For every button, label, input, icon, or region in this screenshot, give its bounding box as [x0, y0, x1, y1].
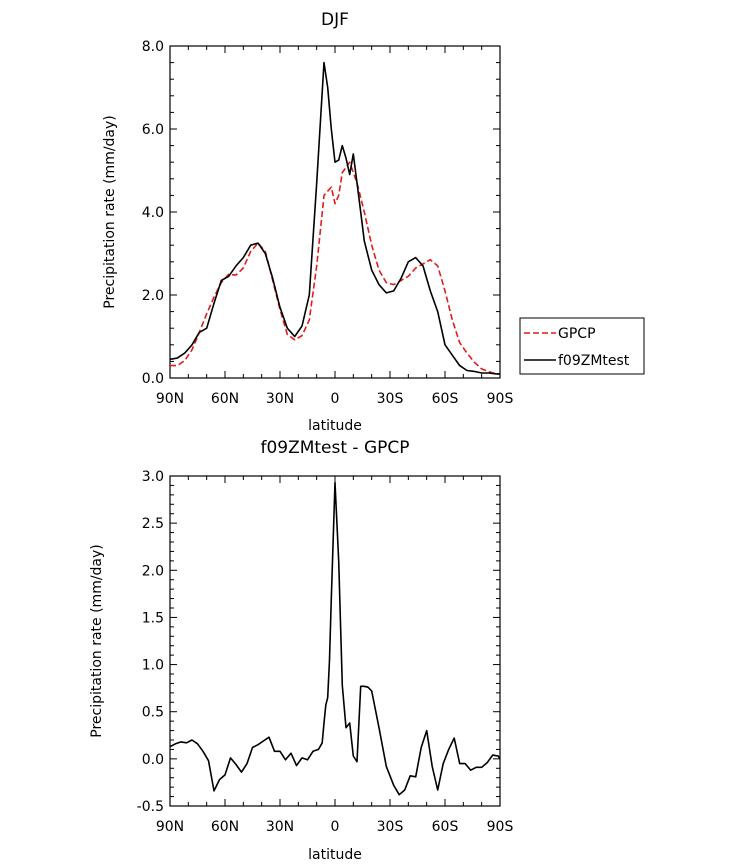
y-tick-label: 2.0: [142, 288, 164, 304]
y-axis-label: Precipitation rate (mm/day): [89, 544, 105, 738]
x-tick-label: 90N: [156, 391, 184, 407]
series-line: [169, 61, 500, 375]
plot-frame: [169, 45, 501, 379]
y-tick-label: 0.0: [142, 371, 164, 387]
legend-label-f09zmtest: f09ZMtest: [558, 353, 630, 369]
x-tick-label: 0: [331, 819, 340, 835]
y-tick-label: 2.0: [142, 563, 164, 579]
axis-ticks: 90N 60N 30N 0 30S 60S 90S 0.0 2.0 4.0 6.0 8.0: [142, 39, 514, 407]
y-tick-label: -0.5: [137, 799, 164, 815]
plot-area-difference: 90N 60N 30N 0 30S 60S 90S -0.5 0.0 0.5 1.0 1.5 2.0 2.…: [137, 469, 514, 835]
y-tick-label: 1.0: [142, 658, 164, 674]
x-tick-label: 90N: [156, 819, 184, 835]
series-line: [170, 161, 500, 375]
y-tick-label: 0.0: [142, 752, 164, 768]
y-tick-label: 1.5: [142, 610, 164, 626]
y-tick-label: 3.0: [142, 469, 164, 485]
x-tick-label: 30S: [377, 391, 404, 407]
panel-difference: f09ZMtest - GPCP 90N 60N 30N 0 30S 60S 90S -0.5…: [89, 438, 513, 863]
series-lines: [169, 481, 501, 796]
x-tick-label: 0: [331, 391, 340, 407]
x-tick-label: 90S: [487, 391, 514, 407]
panel-djf: DJF 90N 60N 30N 0 30S 60S 90S 0.0 2.0 4.0 6.0 8.0 l…: [102, 10, 645, 434]
axis-ticks: 90N 60N 30N 0 30S 60S 90S -0.5 0.0 0.5 1.0 1.5 2.0 2.…: [137, 469, 514, 835]
y-tick-label: 8.0: [142, 39, 164, 55]
x-tick-label: 30S: [377, 819, 404, 835]
y-axis-label: Precipitation rate (mm/day): [102, 115, 118, 309]
x-tick-label: 30N: [266, 819, 294, 835]
y-tick-label: 6.0: [142, 122, 164, 138]
x-tick-label: 60S: [432, 391, 459, 407]
legend: GPCP f09ZMtest: [519, 317, 645, 375]
plot-area-djf: 90N 60N 30N 0 30S 60S 90S 0.0 2.0 4.0 6.0 8.0: [142, 39, 514, 407]
x-tick-label: 60S: [432, 819, 459, 835]
x-axis-label: latitude: [308, 847, 362, 863]
legend-label-gpcp: GPCP: [558, 326, 596, 342]
x-tick-label: 90S: [487, 819, 514, 835]
chart-title: f09ZMtest - GPCP: [260, 438, 409, 458]
chart-title: DJF: [321, 10, 349, 30]
x-tick-label: 60N: [211, 819, 239, 835]
plot-frame: [169, 475, 501, 807]
x-tick-label: 60N: [211, 391, 239, 407]
series-line: [169, 481, 501, 796]
y-tick-label: 2.5: [142, 516, 164, 532]
x-axis-label: latitude: [308, 418, 362, 434]
legend-box: [519, 317, 645, 375]
x-tick-label: 30N: [266, 391, 294, 407]
y-tick-label: 0.5: [142, 705, 164, 721]
y-tick-label: 4.0: [142, 205, 164, 221]
series-lines: [169, 61, 500, 375]
